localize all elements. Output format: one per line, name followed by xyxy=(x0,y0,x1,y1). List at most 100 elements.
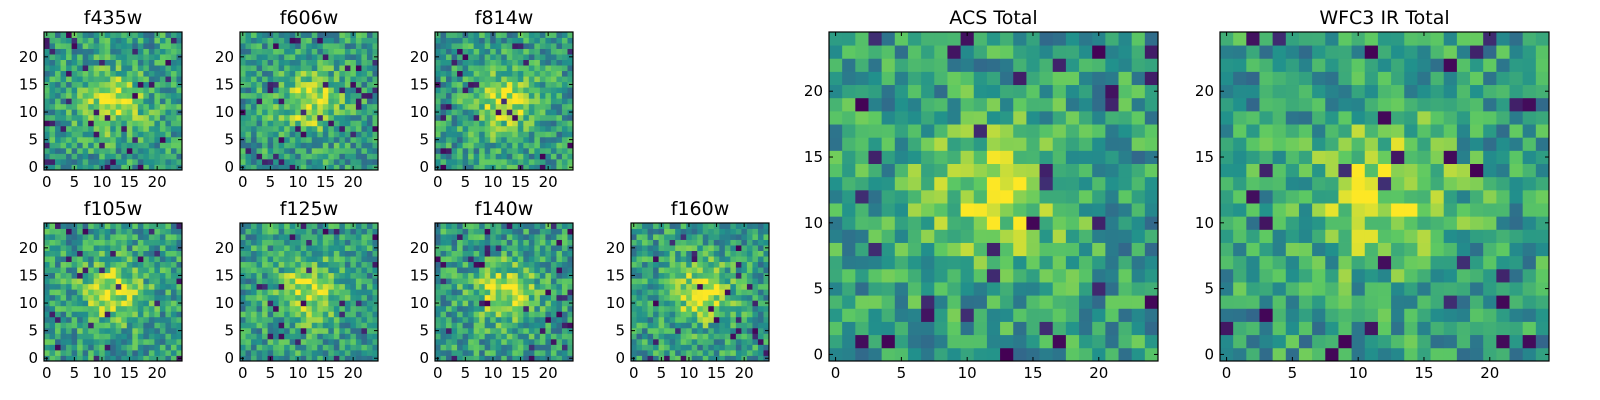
y-tick-label: 0 xyxy=(419,349,429,367)
heatmap-cell xyxy=(702,316,709,323)
heatmap-cell xyxy=(273,338,280,345)
heatmap-cell xyxy=(1052,176,1067,191)
heatmap-cell xyxy=(289,223,296,229)
heatmap-cell xyxy=(350,261,357,268)
heatmap-cell xyxy=(159,223,166,229)
heatmap-cell xyxy=(121,164,128,171)
heatmap-cell xyxy=(647,316,654,323)
heatmap-cell xyxy=(333,81,340,88)
heatmap-cell xyxy=(110,92,117,99)
heatmap-cell xyxy=(311,109,318,116)
heatmap-cell xyxy=(539,300,546,307)
heatmap-cell xyxy=(126,245,133,251)
heatmap-cell xyxy=(752,239,759,246)
heatmap-cell xyxy=(49,300,56,307)
heatmap-cell xyxy=(295,338,302,345)
heatmap-cell xyxy=(99,228,106,235)
heatmap-cell xyxy=(289,76,296,83)
heatmap-cell xyxy=(110,223,117,229)
heatmap-cell xyxy=(240,305,246,312)
heatmap-cell xyxy=(104,98,111,105)
heatmap-cell xyxy=(55,164,61,171)
heatmap-cell xyxy=(512,322,519,329)
heatmap-cell xyxy=(752,267,759,274)
heatmap-cell xyxy=(71,48,78,55)
heatmap-cell xyxy=(350,153,357,160)
heatmap-cell xyxy=(462,311,469,318)
heatmap-cell xyxy=(176,250,183,257)
heatmap-cell xyxy=(713,234,720,240)
heatmap-cell xyxy=(501,223,508,229)
heatmap-cell xyxy=(708,234,715,240)
heatmap-cell xyxy=(262,125,268,132)
heatmap-cell xyxy=(143,76,150,83)
heatmap-cell xyxy=(735,305,742,312)
x-tick-label: 0 xyxy=(238,364,248,382)
heatmap-cell xyxy=(1039,216,1054,230)
heatmap-cell xyxy=(137,114,144,121)
heatmap-cell xyxy=(176,316,183,323)
heatmap-cell xyxy=(757,349,764,356)
heatmap-cell xyxy=(947,176,961,191)
heatmap-cell xyxy=(642,349,648,356)
heatmap-cell xyxy=(473,245,480,251)
heatmap-cell xyxy=(267,316,274,323)
heatmap-cell xyxy=(501,125,508,132)
heatmap-cell xyxy=(110,164,117,171)
heatmap-cell xyxy=(451,109,458,116)
heatmap-cell xyxy=(278,54,285,60)
heatmap-cell xyxy=(528,245,535,251)
heatmap-cell xyxy=(361,316,368,323)
heatmap-cell xyxy=(653,245,659,251)
heatmap-cell xyxy=(176,267,183,274)
heatmap-cell xyxy=(333,300,340,307)
heatmap-cell xyxy=(829,347,843,362)
heatmap-cell xyxy=(126,37,133,44)
heatmap-cell xyxy=(561,114,568,121)
heatmap-cell xyxy=(462,245,469,251)
heatmap-cell xyxy=(361,300,368,307)
heatmap-cell xyxy=(306,223,313,229)
heatmap-cell xyxy=(60,311,67,318)
heatmap-cell xyxy=(1144,229,1159,243)
heatmap-cell xyxy=(361,305,368,312)
heatmap-cell xyxy=(88,136,95,143)
heatmap-cell xyxy=(333,92,340,99)
heatmap-cell xyxy=(556,136,563,143)
heatmap-cell xyxy=(60,120,67,127)
heatmap-cell xyxy=(517,125,524,132)
heatmap-cell xyxy=(306,37,313,44)
panel-title: f140w xyxy=(475,198,534,220)
heatmap-cell xyxy=(372,142,379,149)
heatmap-cell xyxy=(451,289,458,296)
heatmap-cell xyxy=(534,327,541,334)
heatmap-cell xyxy=(344,92,351,99)
heatmap-cell xyxy=(435,283,441,290)
heatmap-cell xyxy=(328,228,335,235)
heatmap-cell xyxy=(104,305,111,312)
heatmap-cell xyxy=(545,327,552,334)
heatmap-cell xyxy=(49,153,56,160)
heatmap-cell xyxy=(295,142,302,149)
heatmap-cell xyxy=(724,256,731,263)
heatmap-cell xyxy=(251,153,257,160)
heatmap-cell xyxy=(686,349,693,356)
heatmap-cell xyxy=(66,228,72,235)
heatmap-cell xyxy=(484,103,491,110)
heatmap-cell xyxy=(333,76,340,83)
heatmap-cell xyxy=(88,98,95,105)
heatmap-cell xyxy=(311,278,318,285)
heatmap-cell xyxy=(115,114,122,121)
heatmap-cell xyxy=(713,267,720,274)
heatmap-cell xyxy=(306,136,313,143)
heatmap-cell xyxy=(550,131,557,138)
heatmap-cell xyxy=(517,245,524,251)
heatmap-cell xyxy=(451,256,458,263)
heatmap-cell xyxy=(143,59,150,66)
heatmap-cell xyxy=(647,300,654,307)
heatmap-cell xyxy=(1026,334,1040,349)
heatmap-cell xyxy=(561,289,568,296)
heatmap-cell xyxy=(176,131,183,138)
heatmap-cell xyxy=(631,338,637,345)
